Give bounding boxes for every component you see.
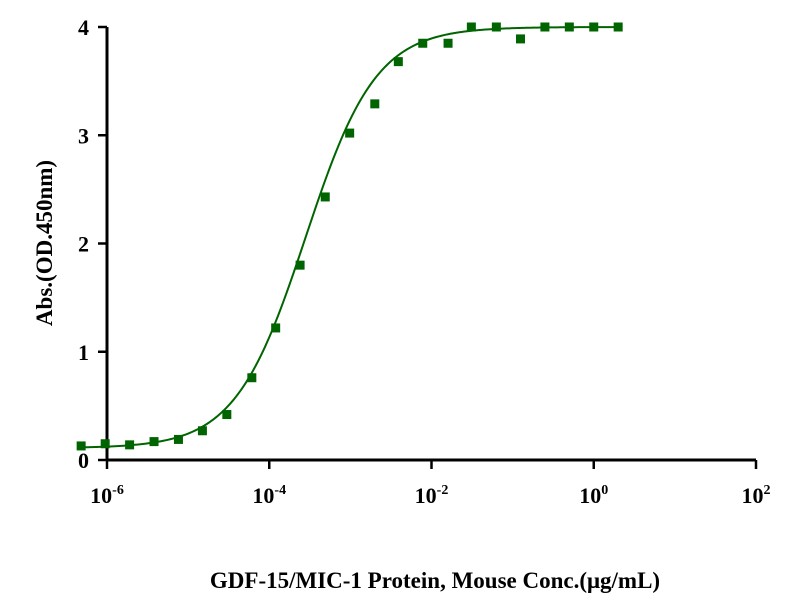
data-point (515, 34, 525, 44)
y-tick-label: 4 (78, 15, 89, 40)
data-point (393, 57, 403, 67)
data-point (100, 439, 110, 449)
data-point (540, 22, 550, 32)
data-point (271, 323, 281, 333)
x-tick-base: 10 (415, 483, 437, 508)
y-tick-label: 3 (78, 123, 89, 148)
x-tick-base: 10 (742, 483, 764, 508)
data-point (197, 426, 207, 436)
x-tick-label: 10-4 (252, 483, 286, 508)
x-axis: 10-6 10-4 10-2 100 102 (90, 458, 771, 508)
y-tick-label: 2 (78, 232, 89, 257)
x-tick-label: 10-2 (415, 483, 449, 508)
x-tick-exponent: -4 (274, 483, 286, 498)
y-axis-title: Abs.(OD.450nm) (32, 160, 57, 326)
data-point (613, 22, 623, 32)
x-tick-label: 100 (579, 483, 608, 508)
x-tick-label: 102 (742, 483, 771, 508)
data-point (247, 373, 257, 383)
y-tick-label: 0 (78, 448, 89, 473)
x-tick-exponent: 0 (601, 483, 608, 498)
data-point (443, 38, 453, 48)
y-tick-label: 1 (78, 340, 89, 365)
data-point (466, 22, 476, 32)
data-point (295, 260, 305, 270)
data-point (125, 440, 135, 450)
x-tick-base: 10 (579, 483, 601, 508)
data-point (370, 99, 380, 109)
data-point (320, 192, 330, 202)
data-point (222, 410, 232, 420)
x-axis-title: GDF-15/MIC-1 Protein, Mouse Conc.(μg/mL) (210, 568, 660, 593)
data-point (418, 38, 428, 48)
x-tick-exponent: 2 (764, 483, 771, 498)
y-axis: 0 1 2 3 4 (78, 15, 109, 473)
data-point (564, 22, 574, 32)
data-point (76, 441, 86, 451)
x-tick-label: 10-6 (90, 483, 124, 508)
x-tick-base: 10 (252, 483, 274, 508)
data-point (589, 22, 599, 32)
data-point (491, 22, 501, 32)
data-point (345, 128, 355, 138)
x-tick-base: 10 (90, 483, 112, 508)
fit-curve (81, 26, 619, 449)
data-points (76, 22, 623, 451)
x-tick-exponent: -6 (112, 483, 124, 498)
data-point (173, 434, 183, 444)
data-point (149, 437, 159, 447)
x-tick-exponent: -2 (437, 483, 449, 498)
